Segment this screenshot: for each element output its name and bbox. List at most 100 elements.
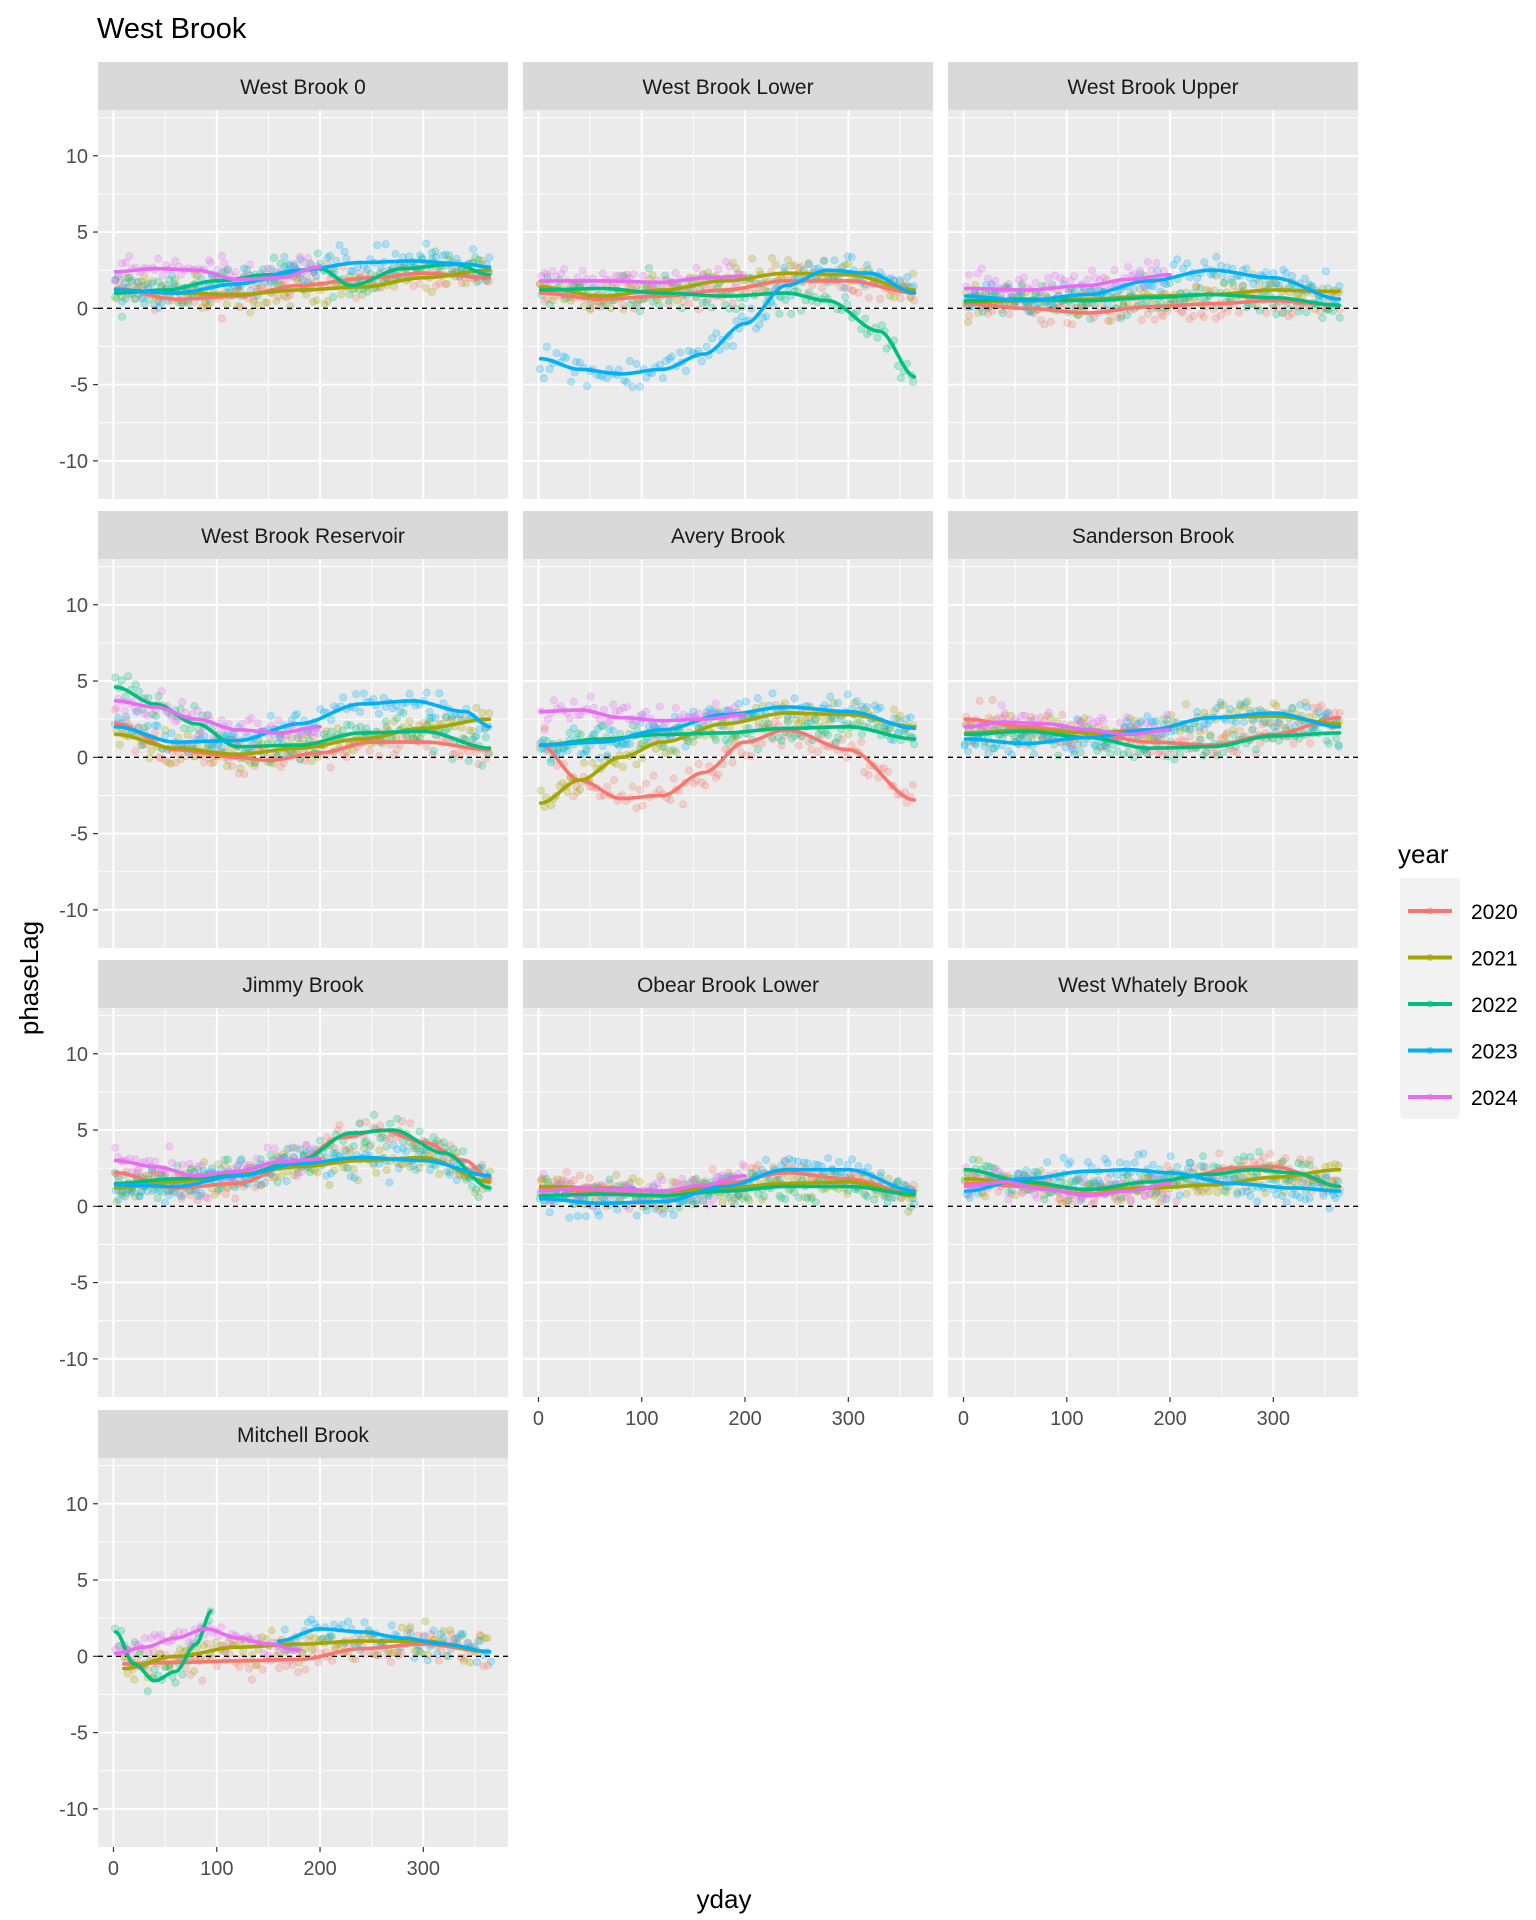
data-point-2024: [560, 264, 569, 273]
data-point-2020: [1306, 739, 1315, 748]
data-point-2022: [370, 1110, 379, 1119]
data-point-2021: [176, 755, 185, 764]
data-point-2023: [728, 342, 737, 351]
data-point-2024: [118, 259, 127, 268]
data-point-2024: [1080, 1177, 1089, 1186]
data-point-2023: [753, 694, 762, 703]
data-point-2023: [824, 1154, 833, 1163]
data-point-2023: [835, 1157, 844, 1166]
data-point-2023: [472, 732, 481, 741]
y-tick-label: 5: [77, 1120, 88, 1142]
data-point-2023: [405, 690, 414, 699]
data-point-2022: [1305, 1161, 1314, 1170]
data-point-2023: [803, 1159, 812, 1168]
data-point-2022: [342, 1146, 351, 1155]
smooth-line-2024: [113, 265, 322, 282]
data-point-2022: [775, 309, 784, 318]
data-point-2024: [595, 715, 604, 724]
data-point-2023: [833, 699, 842, 708]
data-point-2023: [332, 1149, 341, 1158]
data-point-2023: [1166, 1152, 1175, 1161]
data-point-2020: [728, 758, 737, 767]
data-point-2023: [323, 253, 332, 262]
data-point-2021: [254, 301, 263, 310]
data-point-2023: [669, 1210, 678, 1219]
data-point-2023: [1139, 1149, 1148, 1158]
data-point-2023: [1246, 1191, 1255, 1200]
data-point-2021: [203, 301, 212, 310]
data-point-2022: [280, 262, 289, 271]
data-point-2024: [721, 257, 730, 266]
data-point-2023: [438, 251, 447, 260]
data-point-2024: [671, 268, 680, 277]
data-point-2022: [445, 251, 454, 260]
data-point-2022: [1298, 1160, 1307, 1169]
data-point-2024: [1044, 273, 1053, 282]
data-point-2022: [355, 1119, 364, 1128]
data-point-2021: [167, 759, 176, 768]
data-point-2020: [714, 770, 723, 779]
data-point-2024: [237, 720, 246, 729]
data-point-2023: [819, 256, 828, 265]
data-point-2022: [743, 1193, 752, 1202]
data-point-2024: [1070, 272, 1079, 281]
data-point-2023: [435, 689, 444, 698]
data-point-2022: [877, 321, 886, 330]
data-point-2022: [429, 746, 438, 755]
data-point-2021: [358, 290, 367, 299]
data-point-2024: [1099, 716, 1108, 725]
data-point-2023: [1253, 1197, 1262, 1206]
data-point-2022: [459, 1147, 468, 1156]
data-point-2021: [461, 279, 470, 288]
data-point-2022: [471, 253, 480, 262]
y-tick-label: -5: [70, 824, 88, 846]
data-point-2022: [382, 1142, 391, 1151]
data-point-2020: [562, 1167, 571, 1176]
data-point-2023: [768, 301, 777, 310]
data-point-2021: [312, 296, 321, 305]
data-point-2023: [682, 366, 691, 375]
data-point-2024: [562, 1177, 571, 1186]
data-point-2024: [730, 703, 739, 712]
panel-west-brook-lower: West Brook Lower: [523, 62, 933, 499]
x-tick-label: 200: [728, 1408, 761, 1430]
data-point-2021: [638, 754, 647, 763]
data-point-2020: [134, 278, 143, 287]
data-point-2023: [563, 746, 572, 755]
data-point-2024: [600, 705, 609, 714]
data-point-2023: [862, 702, 871, 711]
data-point-2022: [1335, 313, 1344, 322]
data-point-2022: [223, 265, 232, 274]
data-point-2023: [1236, 1172, 1245, 1181]
data-point-2020: [115, 278, 124, 287]
data-point-2023: [1079, 739, 1088, 748]
data-point-2020: [1117, 311, 1126, 320]
data-point-2021: [115, 740, 124, 749]
data-point-2024: [991, 276, 1000, 285]
data-point-2024: [629, 270, 638, 279]
data-point-2023: [581, 1212, 590, 1221]
data-point-2022: [267, 265, 276, 274]
data-point-2024: [110, 276, 119, 285]
data-point-2023: [312, 271, 321, 280]
smooth-line-2024: [538, 274, 747, 285]
smooth-line-2022: [538, 286, 917, 379]
data-point-2021: [236, 764, 245, 773]
data-point-2020: [431, 281, 440, 290]
data-point-2023: [148, 279, 157, 288]
data-point-2023: [1185, 1158, 1194, 1167]
data-point-2021: [442, 279, 451, 288]
data-point-2022: [910, 740, 919, 749]
data-point-2020: [540, 297, 549, 306]
data-point-2022: [1334, 1177, 1343, 1186]
data-point-2022: [135, 687, 144, 696]
data-point-2023: [741, 697, 750, 706]
data-point-2023: [391, 249, 400, 258]
data-point-2020: [797, 262, 806, 271]
data-point-2021: [349, 746, 358, 755]
data-point-2023: [381, 240, 390, 249]
data-point-2022: [863, 1192, 872, 1201]
data-point-2020: [1197, 310, 1206, 319]
data-point-2022: [154, 277, 163, 286]
